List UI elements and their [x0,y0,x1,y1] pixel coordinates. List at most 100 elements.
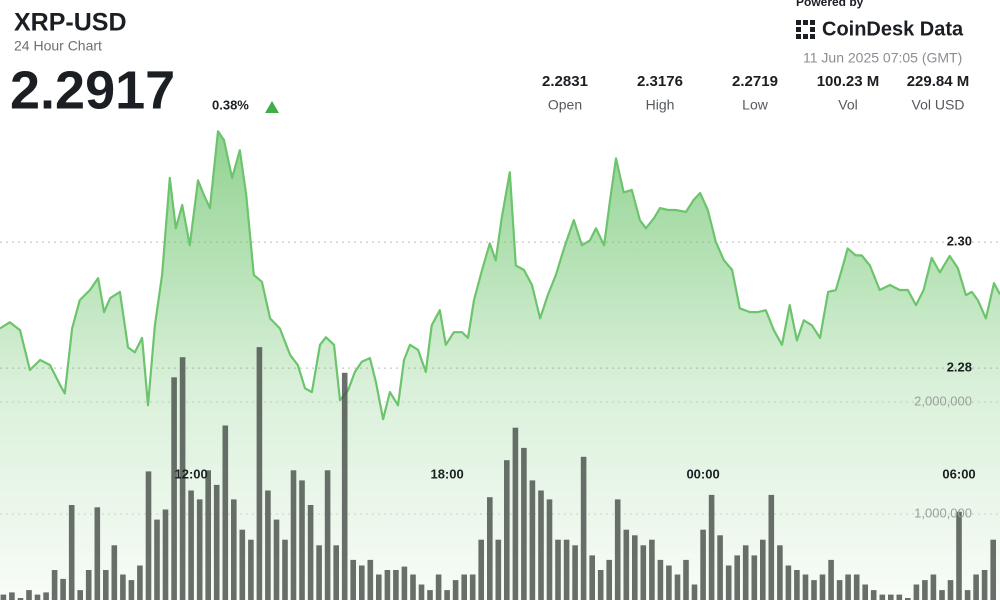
volume-bar [94,507,101,600]
volume-bar [384,570,391,600]
stat-label: Open [548,97,582,113]
volume-bar [742,545,749,600]
volume-bar [435,574,442,600]
volume-bar [469,574,476,600]
volume-bar [691,584,698,600]
x-tick-label: 12:00 [175,466,208,481]
volume-bar [171,377,177,600]
volume-bar [120,574,126,600]
volume-bar [359,565,365,600]
stat-value: 229.84 M [907,73,970,90]
volume-bar [239,529,246,600]
stat-label: Low [742,97,769,113]
volume-bar [836,580,843,600]
volume-bar [529,480,536,600]
volume-bar [802,574,809,600]
volume-bar [478,539,484,600]
header: XRP-USD 24 Hour Chart 2.2917 0.38% Power… [10,0,969,120]
volume-bar [487,497,493,600]
volume-bar [845,574,851,600]
chart-title: XRP-USD [14,9,127,37]
volume-bar [0,594,7,600]
volume-bar [546,499,553,600]
volume-bar [393,570,399,600]
volume-bar [964,590,971,600]
volume-bar [461,574,467,600]
volume-bar [956,511,962,600]
volume-bar [947,580,954,600]
volume-bar [410,574,416,600]
volume-bar [905,598,911,600]
volume-bar [811,580,817,600]
volume-bar [853,574,860,600]
volume-bar [68,505,75,600]
volume-bar [930,574,937,600]
volume-bar [418,584,425,600]
volume-bar [77,590,83,600]
volume-bar [922,580,928,600]
chart-subtitle: 24 Hour Chart [14,38,102,54]
volume-bar [256,347,263,600]
volume-bar [324,470,331,600]
volume-bar [640,545,647,600]
volume-bar [504,460,510,600]
price-line [0,130,1000,421]
volume-bar [623,529,630,600]
volume-bar [597,570,604,600]
volume-bar [282,539,288,600]
volume-bar [973,574,979,600]
volume-bar [657,559,664,600]
volume-bar [990,539,996,600]
volume-bar [299,480,305,600]
volume-bar [367,559,374,600]
volume-bar [939,590,945,600]
volume-bar [111,545,118,600]
volume-bar [495,539,502,600]
volume-bars [0,347,996,600]
volume-bar [26,590,32,600]
x-tick-label: 06:00 [942,466,975,481]
plot-area [0,130,1000,600]
volume-bar [196,499,203,600]
stat-value: 100.23 M [817,73,880,90]
volume-bar [290,470,297,600]
volume-bar [273,519,280,600]
volume-bar [913,584,920,600]
volume-bar [828,559,834,600]
volume-bar [103,570,109,600]
volume-bar [231,499,237,600]
volume-bar [777,545,783,600]
volume-bar [162,509,169,600]
volume-bar [43,592,49,600]
volume-bar [862,584,868,600]
brand-name: CoinDesk Data [822,18,964,40]
volume-bar [563,539,570,600]
volume-bar [649,539,655,600]
stat-value: 2.3176 [637,73,683,90]
y-tick-label: 2.30 [947,234,972,249]
volume-bar [128,580,135,600]
volume-bar [427,590,433,600]
volume-bar [734,555,740,600]
volume-bar [376,574,382,600]
volume-bar [85,570,92,600]
volume-bar [555,539,561,600]
volume-bar [521,447,527,600]
volume-bar [222,425,229,600]
volume-bar [154,519,160,600]
powered-by: Powered by [796,0,864,9]
volume-bar [614,499,621,600]
brand-logo [796,20,815,39]
volume-bar [444,590,450,600]
volume-bar [870,590,877,600]
axis-labels: 2.28 2.30 1,000,000 2,000,000 12:00 18:00 00:0… [175,234,976,521]
x-tick-label: 00:00 [686,466,719,481]
volume-bar [589,555,595,600]
volume-bar [751,555,758,600]
volume-bar [768,494,775,600]
volume-bar [34,594,41,600]
volume-bar [538,490,544,600]
stat-label: Vol USD [912,97,965,113]
